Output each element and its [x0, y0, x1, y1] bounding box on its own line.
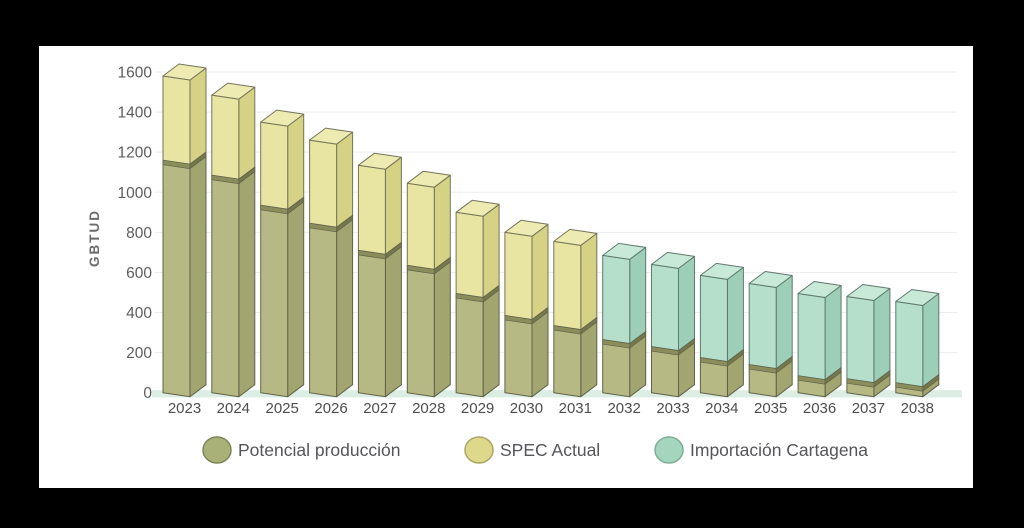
x-label-2026: 2026 — [314, 400, 347, 417]
bar-2027 — [357, 152, 402, 398]
bar-2029 — [455, 199, 500, 398]
bar-2031 — [553, 228, 598, 398]
legend-label: SPEC Actual — [500, 440, 600, 460]
bar-2032 — [602, 242, 647, 398]
y-tick-1000: 1000 — [118, 185, 153, 202]
y-tick-0: 0 — [143, 385, 152, 402]
y-axis-title: GBTUD — [87, 209, 102, 267]
y-tick-400: 400 — [126, 305, 152, 322]
bar-2025 — [260, 109, 305, 398]
y-tick-1200: 1200 — [118, 145, 153, 162]
y-tick-1600: 1600 — [118, 65, 153, 82]
x-label-2032: 2032 — [607, 400, 640, 417]
y-tick-200: 200 — [126, 345, 152, 362]
bar-2038 — [895, 289, 940, 398]
legend-swatch-icon — [464, 436, 494, 464]
legend-item-1: Potencial producción — [202, 436, 400, 464]
bar-2034 — [699, 262, 744, 398]
x-label-2025: 2025 — [266, 400, 299, 417]
x-label-2029: 2029 — [461, 400, 494, 417]
x-label-2037: 2037 — [852, 400, 885, 417]
x-label-2034: 2034 — [705, 400, 738, 417]
legend-item-3: Importación Cartagena — [654, 436, 868, 464]
bar-2037 — [846, 284, 891, 398]
x-label-2027: 2027 — [363, 400, 396, 417]
y-tick-600: 600 — [126, 265, 152, 282]
x-label-2035: 2035 — [754, 400, 787, 417]
bar-2026 — [309, 127, 354, 398]
x-label-2031: 2031 — [559, 400, 592, 417]
bar-2033 — [651, 251, 695, 398]
x-label-2024: 2024 — [217, 400, 250, 417]
bar-2030 — [504, 219, 549, 398]
x-label-2023: 2023 — [168, 400, 201, 417]
legend-label: Importación Cartagena — [690, 440, 868, 460]
bar-2028 — [406, 170, 451, 398]
x-label-2033: 2033 — [656, 400, 689, 417]
bar-2023 — [162, 63, 207, 398]
legend-swatch-icon — [202, 436, 232, 464]
chart-floor — [152, 390, 962, 398]
bar-2024 — [211, 82, 256, 398]
bar-2036 — [797, 281, 842, 398]
y-tick-1400: 1400 — [118, 105, 153, 122]
legend-item-2: SPEC Actual — [464, 436, 600, 464]
x-label-2038: 2038 — [901, 400, 934, 417]
x-label-2028: 2028 — [412, 400, 445, 417]
legend-label: Potencial producción — [238, 440, 400, 460]
bar-2035 — [748, 271, 793, 398]
legend-swatch-icon — [654, 436, 684, 464]
y-tick-800: 800 — [126, 225, 152, 242]
x-label-2030: 2030 — [510, 400, 543, 417]
x-label-2036: 2036 — [803, 400, 836, 417]
